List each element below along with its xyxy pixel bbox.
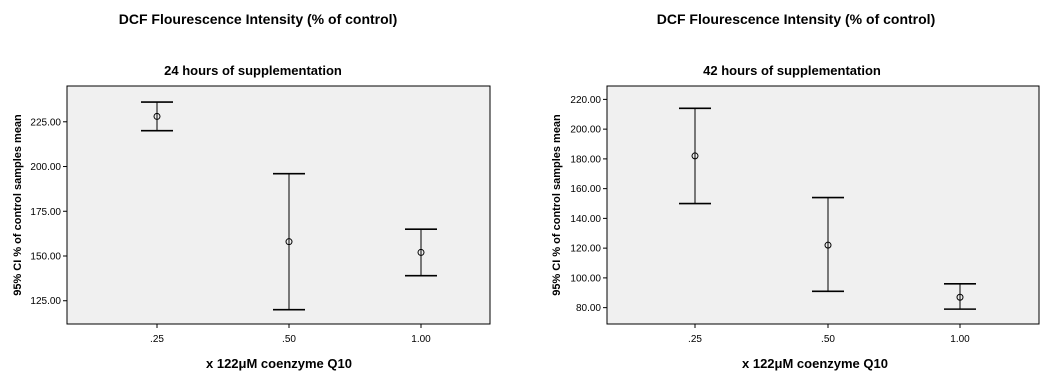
chart-title: DCF Flourescence Intensity (% of control… (657, 11, 935, 27)
mean-marker (285, 238, 293, 246)
chart-24h: DCF Flourescence Intensity (% of control… (12, 11, 491, 371)
plot-area (66, 85, 491, 325)
x-tick-label: .25 (150, 334, 164, 345)
y-tick-label: 160.00 (570, 184, 601, 195)
mean-marker (824, 241, 832, 249)
y-axis-label: 95% CI % of control samples mean (551, 114, 563, 296)
x-axis-ticks: .25 .50 1.00 (688, 324, 970, 345)
y-tick-label: 180.00 (570, 154, 601, 165)
x-axis-label: x 122μM coenzyme Q10 (206, 356, 352, 371)
y-tick-label: 80.00 (576, 303, 601, 314)
y-axis-ticks: 80.00 100.00 120.00 140.00 160.00 180.00 200.0… (570, 95, 607, 314)
y-tick-label: 225.00 (30, 117, 61, 128)
y-axis-ticks: 125.00 150.00 175.00 200.00 225.00 (30, 117, 67, 307)
y-tick-label: 200.00 (30, 162, 61, 173)
chart-subtitle: 42 hours of supplementation (703, 63, 881, 78)
error-bar-.25 (679, 107, 711, 205)
mean-marker (956, 293, 964, 301)
error-bar-1.00 (944, 283, 976, 310)
error-bar-.50 (273, 172, 305, 311)
mean-marker (153, 112, 161, 120)
x-tick-label: 1.00 (950, 334, 970, 345)
mean-marker (417, 248, 425, 256)
x-axis-ticks: .25 .50 1.00 (150, 324, 431, 345)
mean-marker (691, 152, 699, 160)
x-axis-label: x 122μM coenzyme Q10 (742, 356, 888, 371)
y-tick-label: 125.00 (30, 296, 61, 307)
y-tick-label: 100.00 (570, 273, 601, 284)
chart-42h: DCF Flourescence Intensity (% of control… (551, 11, 1040, 371)
error-bar-.50 (812, 196, 844, 293)
y-tick-label: 140.00 (570, 214, 601, 225)
error-bars (141, 101, 437, 311)
error-bar-.25 (141, 101, 173, 132)
plot-area (606, 85, 1040, 325)
x-tick-label: 1.00 (411, 334, 431, 345)
chart-title: DCF Flourescence Intensity (% of control… (119, 11, 397, 27)
x-tick-label: .25 (688, 334, 702, 345)
y-tick-label: 120.00 (570, 244, 601, 255)
y-tick-label: 220.00 (570, 95, 601, 106)
error-bars (679, 107, 976, 310)
error-bar-1.00 (405, 228, 437, 277)
y-tick-label: 150.00 (30, 252, 61, 263)
y-axis-label: 95% CI % of control samples mean (12, 114, 24, 296)
y-tick-label: 200.00 (570, 125, 601, 136)
chart-subtitle: 24 hours of supplementation (164, 63, 342, 78)
x-tick-label: .50 (821, 334, 835, 345)
x-tick-label: .50 (282, 334, 296, 345)
y-tick-label: 175.00 (30, 207, 61, 218)
